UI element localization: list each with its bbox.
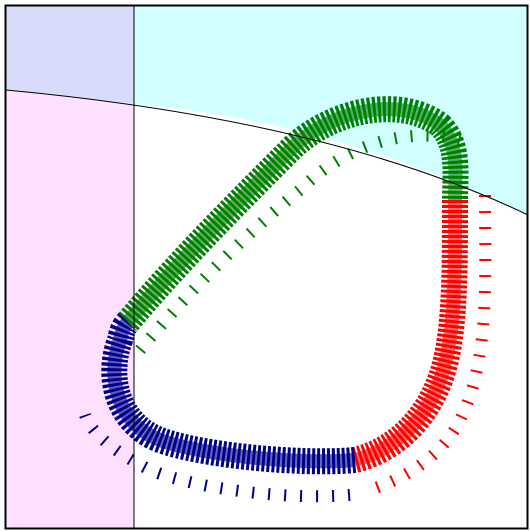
region xyxy=(6,6,134,104)
trajectory-band xyxy=(355,200,455,460)
region xyxy=(6,90,134,529)
trajectory-core xyxy=(114,322,355,461)
trajectory-outlier xyxy=(140,136,460,350)
plot xyxy=(0,0,530,532)
